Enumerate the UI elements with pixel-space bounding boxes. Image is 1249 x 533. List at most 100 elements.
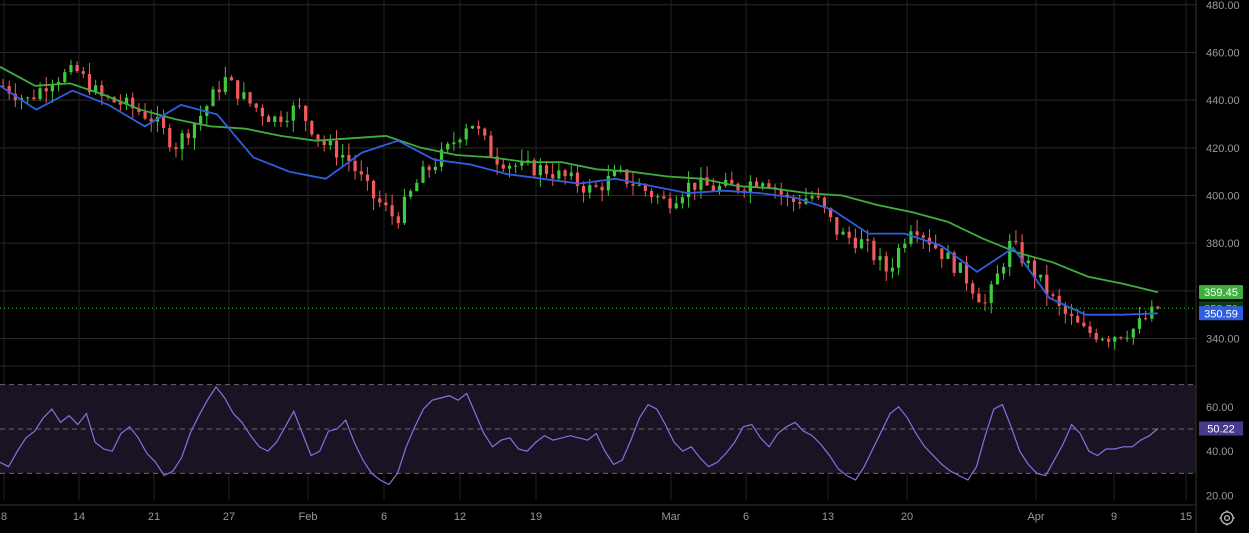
candle-body [87, 73, 92, 93]
candle-body [649, 190, 654, 198]
settings-gear-icon[interactable] [1216, 507, 1238, 529]
candle-body [192, 123, 197, 139]
candle-body [829, 208, 833, 218]
candle-body [878, 256, 882, 261]
candle-body [353, 160, 357, 172]
candle-body [903, 243, 907, 249]
candle-body [1039, 274, 1043, 278]
candle-body [199, 115, 203, 124]
rsi-tick-label: 60.00 [1206, 402, 1234, 414]
candle-body [693, 182, 697, 190]
candle-body [149, 118, 153, 122]
candle-body [229, 77, 234, 81]
candle-body [402, 196, 407, 224]
candle-body [866, 239, 870, 241]
candle-body [322, 139, 326, 146]
candle-body [1032, 260, 1037, 278]
candle-body [791, 197, 796, 203]
y-tick-label: 480.00 [1206, 0, 1240, 12]
candle-body [606, 175, 610, 191]
candle-body [761, 183, 765, 187]
candle-body [359, 171, 363, 175]
candle-body [161, 117, 166, 128]
candle-body [180, 133, 184, 150]
candle-body [1125, 337, 1129, 339]
candle-body [767, 183, 771, 188]
y-tick-label: 440.00 [1206, 95, 1240, 107]
candle-body [520, 160, 524, 166]
rsi-tick-label: 40.00 [1206, 446, 1234, 458]
candle-body [75, 65, 79, 72]
candle-body [915, 231, 919, 236]
candle-body [822, 197, 827, 209]
candle-body [143, 112, 147, 119]
candle-body [977, 293, 981, 303]
candle-body [736, 183, 740, 191]
x-tick-label: 6 [381, 511, 387, 523]
x-tick-label: 15 [1180, 511, 1192, 523]
candle-body [131, 97, 135, 109]
candle-body [81, 71, 85, 74]
candle-body [612, 169, 617, 176]
candle-body [699, 177, 703, 190]
candle-body [328, 140, 332, 146]
y-tick-label: 460.00 [1206, 47, 1240, 59]
candle-body [26, 97, 30, 99]
candle-body [581, 186, 586, 193]
candle-body [563, 170, 567, 177]
candle-body [365, 174, 370, 181]
candle-body [32, 97, 36, 100]
candle-body [118, 102, 122, 105]
candle-body [186, 133, 190, 139]
candle-body [452, 142, 456, 144]
candle-body [859, 239, 864, 249]
candle-body [637, 184, 641, 186]
candle-body [551, 174, 555, 179]
candle-body [1014, 240, 1018, 243]
candle-body [1063, 305, 1067, 314]
ma-fast-tag-bg [1199, 306, 1243, 321]
ma-slow-tag-bg [1199, 285, 1243, 300]
candle-body [884, 256, 888, 272]
candle-body [458, 139, 462, 143]
candle-body [779, 188, 783, 195]
candle-body [730, 179, 734, 184]
candle-body [266, 116, 271, 123]
candle-body [378, 198, 382, 203]
candle-body [38, 88, 42, 100]
candle-body [50, 84, 55, 92]
candle-body [1045, 274, 1049, 295]
candle-body [816, 196, 820, 198]
candle-body [1094, 333, 1098, 340]
candle-body [217, 89, 221, 93]
candle-body [310, 120, 314, 135]
candle-body [995, 273, 1000, 285]
ma-fast-tag: 350.59 [1204, 308, 1238, 320]
candle-body [1100, 339, 1105, 341]
x-tick-label: 13 [822, 511, 834, 523]
rsi-line [0, 385, 1159, 486]
candle-body [680, 197, 685, 204]
candle-body [514, 165, 518, 167]
candle-body [1057, 295, 1061, 306]
candle-body [872, 240, 876, 261]
candle-body [94, 85, 98, 93]
candle-body [674, 203, 678, 209]
candle-body [705, 177, 709, 186]
candle-body [847, 231, 851, 238]
moving-average-line [0, 66, 1159, 294]
candle-body [168, 127, 172, 148]
candle-body [971, 283, 975, 294]
candle-body [835, 217, 839, 235]
candle-body [421, 166, 425, 183]
candle-body [439, 149, 444, 167]
candle-body [1076, 316, 1080, 323]
candle-body [1119, 337, 1123, 339]
candle-body [223, 77, 227, 93]
candle-body [211, 89, 215, 107]
candle-body [643, 184, 647, 191]
candles [1, 59, 1160, 350]
candle-body [347, 154, 351, 161]
candle-body [507, 165, 512, 169]
candle-body [711, 185, 715, 192]
